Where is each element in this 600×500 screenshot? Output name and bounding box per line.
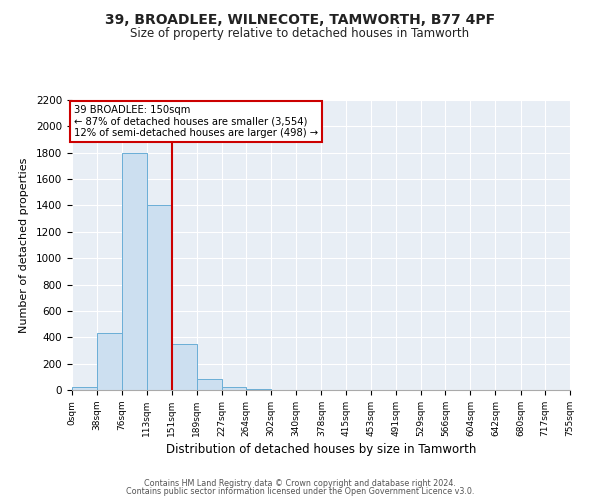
Bar [172,344,197,390]
Text: 39, BROADLEE, WILNECOTE, TAMWORTH, B77 4PF: 39, BROADLEE, WILNECOTE, TAMWORTH, B77 4… [105,12,495,26]
Bar [146,206,172,390]
Text: Contains HM Land Registry data © Crown copyright and database right 2024.: Contains HM Land Registry data © Crown c… [144,478,456,488]
Text: Size of property relative to detached houses in Tamworth: Size of property relative to detached ho… [130,28,470,40]
Bar [197,380,222,390]
Bar [72,388,97,390]
Bar [222,386,246,390]
Text: Contains public sector information licensed under the Open Government Licence v3: Contains public sector information licen… [126,487,474,496]
Text: 39 BROADLEE: 150sqm
← 87% of detached houses are smaller (3,554)
12% of semi-det: 39 BROADLEE: 150sqm ← 87% of detached ho… [74,106,318,138]
X-axis label: Distribution of detached houses by size in Tamworth: Distribution of detached houses by size … [166,443,476,456]
Bar [97,334,122,390]
Bar [122,152,146,390]
Y-axis label: Number of detached properties: Number of detached properties [19,158,29,332]
